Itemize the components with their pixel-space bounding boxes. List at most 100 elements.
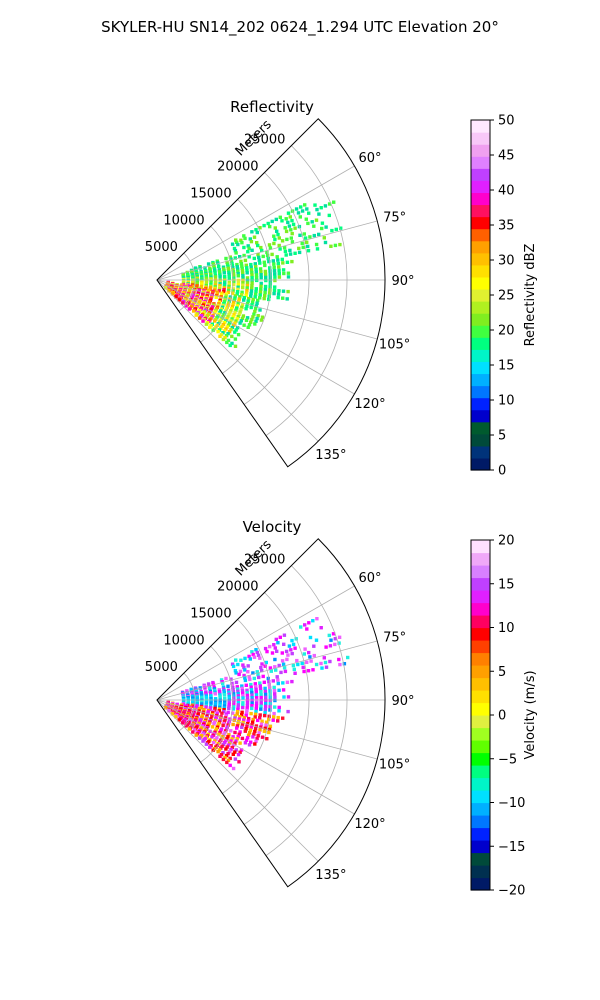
echo-cell — [238, 295, 242, 299]
echo-cell — [283, 249, 288, 254]
echo-cell — [285, 297, 289, 301]
colorbar-tick-label: 10 — [498, 394, 515, 409]
colorbar-swatch — [471, 602, 490, 616]
colorbar-swatch — [471, 192, 490, 206]
echo-cell — [241, 705, 245, 710]
echo-cell — [237, 672, 241, 677]
echo-cell — [222, 301, 226, 306]
echo-cell — [247, 255, 251, 259]
echo-cell — [224, 753, 229, 758]
echo-cell — [235, 326, 240, 330]
echo-cell — [235, 710, 240, 714]
echo-cell — [226, 323, 231, 327]
echo-cell — [234, 319, 238, 323]
colorbar-swatch — [471, 409, 490, 423]
echo-cell — [191, 276, 195, 280]
echo-cell — [236, 271, 240, 276]
echo-cell — [244, 293, 248, 298]
echo-cell — [219, 326, 223, 330]
echo-cell — [216, 329, 220, 334]
echo-cell — [249, 268, 254, 272]
echo-cell — [198, 686, 202, 690]
echo-cell — [315, 207, 319, 212]
echo-cell — [281, 296, 285, 300]
echo-cell — [229, 729, 233, 733]
echo-cell — [285, 680, 290, 684]
echo-cell — [227, 719, 232, 723]
echo-cell — [244, 307, 248, 311]
echo-cell — [195, 279, 200, 284]
echo-cell — [276, 715, 280, 720]
echo-cell — [224, 747, 228, 751]
echo-cell — [308, 235, 312, 239]
echo-cell — [250, 723, 254, 727]
echo-cell — [256, 298, 260, 303]
echo-cell — [245, 316, 250, 320]
echo-cell — [242, 323, 246, 327]
echo-cell — [268, 269, 272, 273]
echo-cell — [240, 303, 245, 307]
echo-cell — [236, 283, 240, 287]
echo-cell — [272, 711, 276, 716]
echo-cell — [236, 698, 241, 703]
echo-cell — [201, 319, 205, 323]
echo-cell — [218, 730, 222, 735]
echo-cell — [276, 678, 280, 682]
echo-cell — [230, 325, 234, 330]
colorbar-label: Velocity (m/s) — [523, 670, 538, 759]
echo-cell — [314, 218, 319, 222]
echo-cell — [263, 284, 268, 289]
echo-cell — [317, 212, 321, 216]
echo-cell — [225, 725, 229, 729]
echo-cell — [218, 716, 223, 721]
echo-cell — [245, 288, 249, 293]
echo-cell — [276, 292, 281, 296]
echo-cell — [221, 303, 225, 308]
echo-cell — [241, 693, 245, 698]
echo-cell — [230, 681, 234, 686]
echo-cell — [222, 269, 226, 273]
colorbar-swatch — [471, 180, 490, 194]
echo-cell — [170, 712, 175, 716]
echo-cell — [236, 694, 240, 698]
echo-cell — [268, 708, 272, 712]
echo-cell — [240, 266, 244, 271]
echo-cell — [227, 692, 231, 696]
echo-cell — [319, 661, 323, 666]
echo-cell — [262, 223, 266, 228]
colorbar-tick-label: 20 — [498, 324, 515, 339]
echo-cell — [272, 288, 277, 293]
echo-cell — [224, 309, 228, 313]
echo-cell — [208, 729, 212, 734]
echo-cell — [250, 690, 254, 695]
echo-cell — [221, 322, 226, 327]
echo-cell — [236, 734, 240, 739]
colorbar-swatch — [471, 132, 490, 145]
echo-cell — [231, 722, 235, 727]
echo-cell — [242, 673, 246, 678]
echo-cell — [213, 692, 217, 696]
echo-cell — [265, 250, 269, 254]
echo-cell — [254, 693, 259, 697]
echo-cell — [268, 686, 272, 690]
echo-cell — [242, 718, 246, 722]
echo-cell — [277, 705, 281, 710]
echo-cell — [276, 232, 280, 237]
colorbar-tick-label: 10 — [498, 621, 515, 636]
echo-cell — [229, 739, 233, 743]
echo-cell — [227, 280, 231, 285]
echo-cell — [232, 698, 236, 703]
echo-cell — [250, 230, 254, 234]
echo-cell — [230, 317, 234, 321]
echo-cell — [228, 763, 232, 768]
echo-cell — [247, 246, 251, 251]
echo-cell — [245, 722, 250, 726]
echo-cell — [314, 242, 319, 247]
echo-cell — [227, 698, 231, 703]
echo-cell — [272, 241, 276, 246]
echo-cell — [273, 646, 277, 650]
echo-cell — [230, 242, 235, 246]
echo-cell — [267, 259, 271, 264]
echo-cell — [236, 301, 240, 306]
colorbar-swatch — [471, 445, 490, 459]
